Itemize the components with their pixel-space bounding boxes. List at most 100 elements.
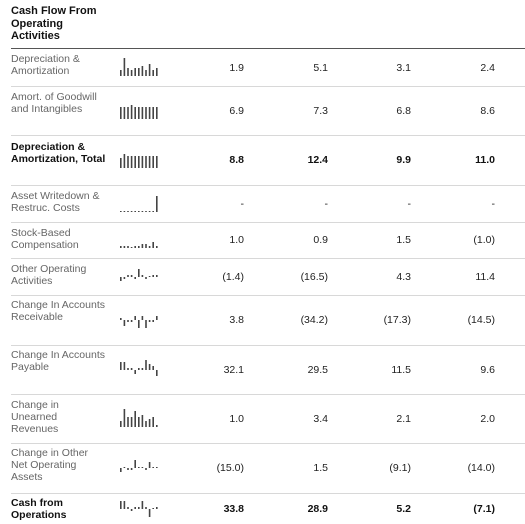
spark-bar xyxy=(127,506,129,509)
row-value: (34.2) xyxy=(300,314,328,326)
row-value: 6.8 xyxy=(396,104,411,117)
row-label: Asset Writedown & Restruc. Costs xyxy=(11,190,100,214)
spark-bar xyxy=(141,65,144,76)
spark-bar xyxy=(148,462,151,468)
spark-bar xyxy=(120,500,122,509)
spark-bar xyxy=(120,158,122,168)
row-label: Change In Accounts Payable xyxy=(11,349,105,373)
row-label: Depreciation & Amortization xyxy=(11,53,80,77)
row-value: (15.0) xyxy=(216,462,244,474)
sparkline-icon xyxy=(120,195,158,212)
spark-bar xyxy=(130,274,133,277)
spark-bar xyxy=(120,210,122,212)
row-value: 7.3 xyxy=(313,104,328,117)
row-value: (7.1) xyxy=(473,502,495,515)
row-label: Change In Accounts Receivable xyxy=(11,299,105,323)
spark-bar xyxy=(145,320,147,328)
spark-bar xyxy=(156,467,158,468)
spark-bar xyxy=(134,246,136,248)
spark-bar xyxy=(123,246,126,248)
row-value: 12.4 xyxy=(307,154,328,166)
sparkline-icon xyxy=(120,104,158,119)
spark-bar xyxy=(156,316,158,320)
row-value: 2.0 xyxy=(480,412,495,425)
spark-bar xyxy=(120,106,122,119)
sparkline-icon xyxy=(120,154,158,168)
row-value: 2.1 xyxy=(396,412,411,425)
spark-bar xyxy=(141,316,144,320)
spark-bar xyxy=(138,506,140,509)
spark-bar xyxy=(141,274,144,277)
row-value: 3.1 xyxy=(396,61,411,74)
spark-bar xyxy=(134,156,136,168)
spark-bar xyxy=(138,246,140,248)
spark-bar xyxy=(130,210,133,212)
table-row: Amort. of Goodwill and Intangibles 6.9 7.3… xyxy=(11,86,525,136)
spark-bar xyxy=(145,210,147,212)
row-label: Stock-Based Compensation xyxy=(11,227,79,251)
table-row: Change In Accounts Receivable 3.8 (34.2) (1… xyxy=(11,295,525,346)
spark-bar xyxy=(141,244,144,248)
spark-bar xyxy=(138,106,140,119)
spark-bar xyxy=(127,367,129,370)
spark-bar xyxy=(120,69,122,76)
spark-bar xyxy=(134,369,136,374)
spark-bar xyxy=(138,210,140,212)
row-label: Change in Other Net Operating Assets xyxy=(11,447,89,483)
spark-bar xyxy=(148,156,151,168)
spark-bar xyxy=(120,246,122,248)
row-value: 4.3 xyxy=(396,270,411,283)
spark-bar xyxy=(148,63,151,76)
row-label: Amort. of Goodwill and Intangibles xyxy=(11,91,97,115)
spark-bar xyxy=(120,276,122,281)
row-value: 8.8 xyxy=(229,154,244,166)
spark-bar xyxy=(127,106,129,119)
table-title: Cash Flow From Operating Activities xyxy=(11,5,97,42)
row-value: 29.5 xyxy=(307,363,328,376)
spark-bar xyxy=(152,416,154,427)
row-label: Change in Unearned Revenues xyxy=(11,399,59,435)
spark-bar xyxy=(123,106,126,119)
spark-bar xyxy=(156,67,158,76)
spark-bar xyxy=(152,274,154,277)
spark-bar xyxy=(123,57,126,76)
spark-bar xyxy=(148,106,151,119)
spark-bar xyxy=(123,320,126,326)
row-label: Depreciation & Amortization, Total xyxy=(11,141,106,165)
row-value: 8.6 xyxy=(480,104,495,117)
spark-bar xyxy=(120,468,122,472)
spark-bar xyxy=(130,468,133,470)
spark-bar xyxy=(123,361,126,370)
row-value: 5.1 xyxy=(313,61,328,74)
sparkline-icon xyxy=(120,316,158,328)
row-value: 1.0 xyxy=(229,412,244,425)
header-divider xyxy=(11,48,525,49)
spark-bar xyxy=(141,414,144,427)
spark-bar xyxy=(138,156,140,168)
spark-bar xyxy=(123,276,126,279)
spark-bar xyxy=(156,369,158,376)
spark-bar xyxy=(148,275,151,277)
spark-bar xyxy=(120,318,122,320)
row-value: - xyxy=(407,197,412,210)
spark-bar xyxy=(134,460,136,468)
row-value: - xyxy=(324,197,329,210)
row-value: 5.2 xyxy=(396,502,411,515)
spark-bar xyxy=(130,320,133,322)
spark-bar xyxy=(130,156,133,168)
spark-bar xyxy=(156,106,158,119)
spark-bar xyxy=(141,500,144,509)
spark-bar xyxy=(148,210,151,212)
row-value: 1.9 xyxy=(229,61,244,74)
sparkline-icon xyxy=(120,408,158,427)
spark-bar xyxy=(138,367,140,370)
row-value: 33.8 xyxy=(223,502,244,515)
spark-bar xyxy=(145,106,147,119)
spark-bar xyxy=(130,104,133,119)
spark-bar xyxy=(152,242,154,248)
spark-bar xyxy=(156,246,158,248)
spark-bar xyxy=(152,156,154,168)
spark-bar xyxy=(145,359,147,370)
row-value: 1.5 xyxy=(396,234,411,246)
